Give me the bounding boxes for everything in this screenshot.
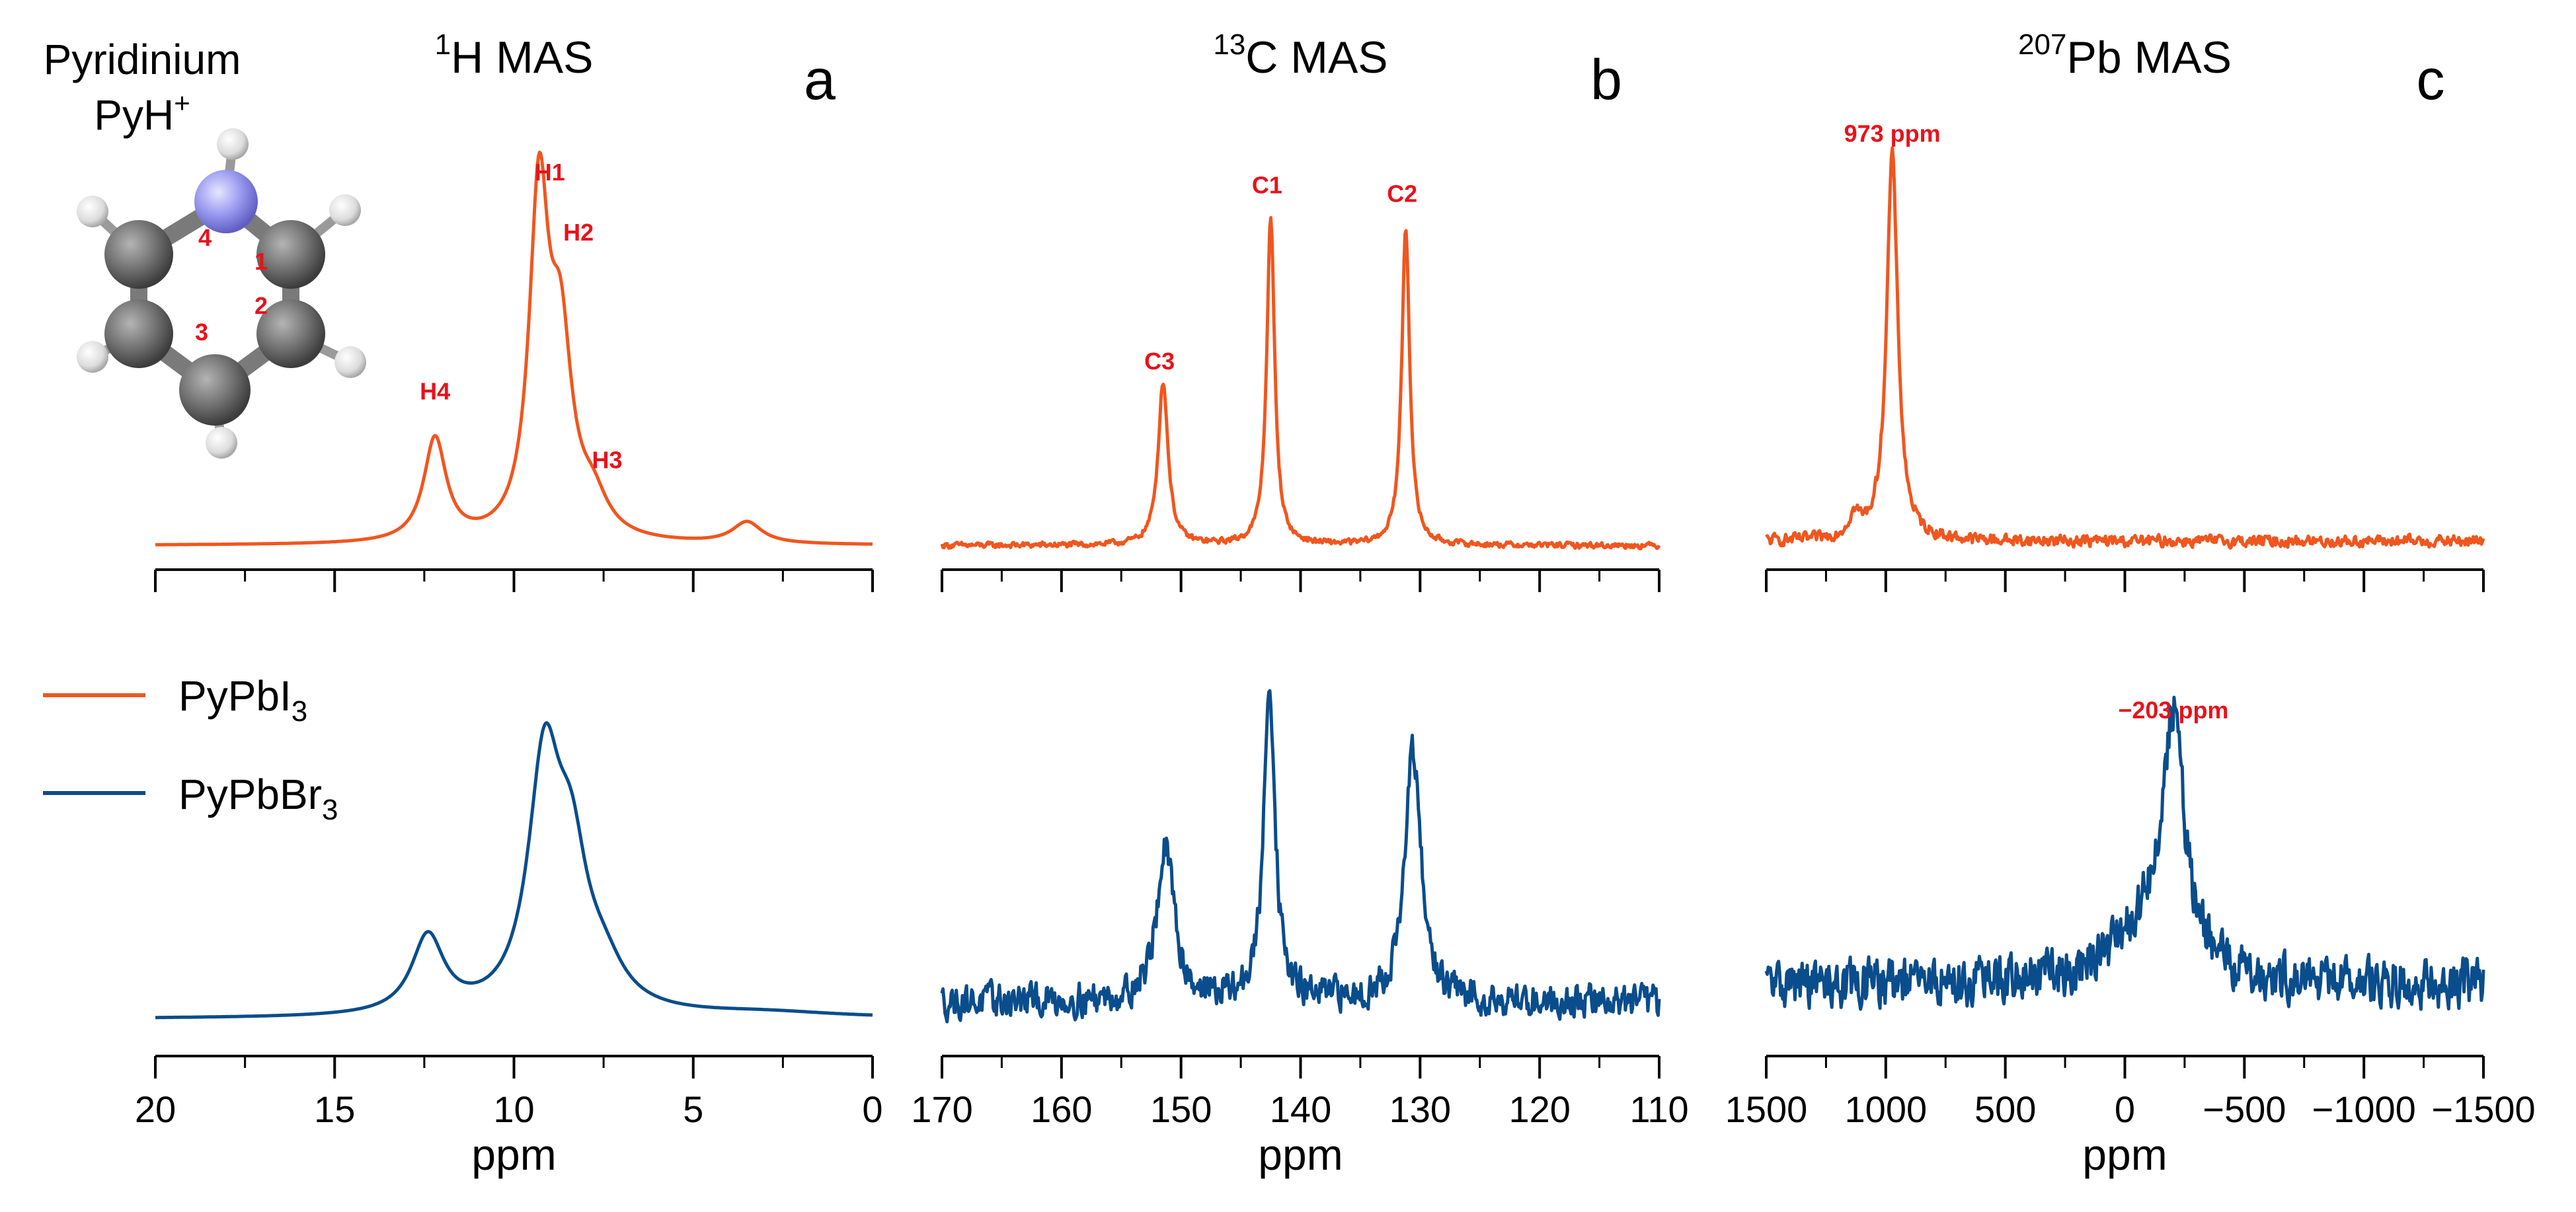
x-axis-label-b: ppm: [1258, 1130, 1343, 1179]
x-tick-label: 500: [1974, 1088, 2036, 1130]
x-tick-label: −1500: [2431, 1088, 2535, 1130]
hydrogen-atom: [217, 128, 249, 160]
panel-title-text: Pb MAS: [2067, 32, 2232, 83]
panel-title-text: C MAS: [1245, 32, 1387, 83]
molecule-formula-charge: +: [174, 87, 190, 118]
hydrogen-atom: [77, 341, 108, 373]
legend-label-pypbbr3-sub: 3: [322, 794, 338, 826]
panel-b: 13C MAS b 170 160 150 140 130 120 110 ppm C3 C1 C2: [911, 28, 1688, 1179]
panel-title-isotope: 13: [1213, 28, 1245, 61]
panel-letter-c: c: [2417, 48, 2445, 112]
panel-c: 207Pb MAS c 1500 1000 500 0 −500 −1000 −1500 ppm 9…: [1725, 28, 2536, 1179]
peak-label: H3: [592, 447, 623, 474]
panel-letter-b: b: [1590, 48, 1622, 112]
panel-letter-a: a: [804, 48, 836, 112]
x-tick-label: 0: [2115, 1088, 2135, 1130]
legend: PyPbI3 PyPbBr3: [43, 672, 338, 826]
x-tick-label: 140: [1270, 1088, 1331, 1130]
hydrogen-atom: [329, 194, 361, 226]
molecule-formula: PyH+: [94, 87, 190, 139]
panel-title-text: H MAS: [451, 32, 593, 83]
panel-title-c: 207Pb MAS: [2018, 28, 2232, 83]
spectrum-a-PyPbBr3: [155, 721, 873, 1020]
x-tick-label: 1000: [1845, 1088, 1928, 1130]
atom-number-1: 1: [254, 248, 268, 275]
legend-label-pypbbr3-base: PyPbBr: [178, 771, 322, 818]
x-tick-label: 10: [493, 1088, 534, 1130]
x-tick-label: 130: [1389, 1088, 1451, 1130]
hydrogen-atom: [206, 427, 237, 459]
peak-label: H2: [563, 219, 594, 246]
x-tick-label: −1000: [2312, 1088, 2416, 1130]
nitrogen-atom: [194, 170, 258, 233]
legend-label-pypbi3: PyPbI3: [178, 672, 307, 728]
x-tick-label: 120: [1508, 1088, 1570, 1130]
x-axis-label-c: ppm: [2082, 1130, 2167, 1179]
x-axis-label-a: ppm: [471, 1130, 556, 1179]
x-tick-label: −500: [2203, 1088, 2286, 1130]
peak-label: 973 ppm: [1844, 120, 1941, 147]
carbon-atom-4: [104, 299, 173, 368]
hydrogen-atom: [334, 346, 366, 378]
peak-label: C2: [1387, 180, 1417, 208]
atom-number-4: 4: [198, 224, 212, 251]
x-tick-label: 170: [911, 1088, 972, 1130]
peak-label: H4: [420, 378, 450, 405]
spectrum-b-PyPbBr3: [940, 689, 1661, 1024]
hydrogen-atom: [77, 196, 108, 227]
x-tick-label: 160: [1031, 1088, 1092, 1130]
peak-label: C3: [1144, 348, 1175, 375]
x-tick-label: 5: [683, 1088, 703, 1130]
panel-title-isotope: 207: [2018, 28, 2066, 61]
peak-label: −203 ppm: [2118, 697, 2228, 724]
panel-title-a: 1H MAS: [435, 28, 594, 83]
atom-number-2: 2: [254, 292, 268, 319]
spectrum-a-PyPbI3: [155, 150, 873, 547]
legend-label-pypbi3-sub: 3: [292, 695, 307, 728]
legend-label-pypbbr3: PyPbBr3: [178, 771, 338, 826]
panel-title-b: 13C MAS: [1213, 28, 1387, 83]
x-tick-label: 1500: [1725, 1088, 1808, 1130]
x-tick-label: 150: [1150, 1088, 1212, 1130]
carbon-atom-3: [179, 354, 251, 426]
peak-label: C1: [1252, 172, 1282, 199]
carbon-atom-2: [256, 299, 325, 368]
spectrum-b-PyPbI3: [940, 215, 1661, 550]
pyridinium-molecule-picture: 4 1 2 3: [77, 128, 366, 459]
molecule-formula-base: PyH: [94, 91, 174, 139]
molecule-title: Pyridinium: [44, 36, 241, 83]
legend-label-pypbi3-base: PyPbI: [178, 672, 292, 720]
peak-label: H1: [535, 159, 565, 186]
x-tick-label: 20: [135, 1088, 176, 1130]
atom-number-3: 3: [195, 319, 208, 346]
spectrum-c-PyPbI3: [1765, 146, 2485, 550]
x-tick-label: 15: [314, 1088, 355, 1130]
x-tick-label: 0: [862, 1088, 882, 1130]
spectrum-c-PyPbBr3: [1764, 695, 2485, 1011]
x-tick-label: 110: [1629, 1088, 1688, 1130]
carbon-atom-1: [256, 220, 325, 289]
carbon-atom-5: [104, 220, 173, 289]
panel-title-isotope: 1: [435, 28, 451, 61]
